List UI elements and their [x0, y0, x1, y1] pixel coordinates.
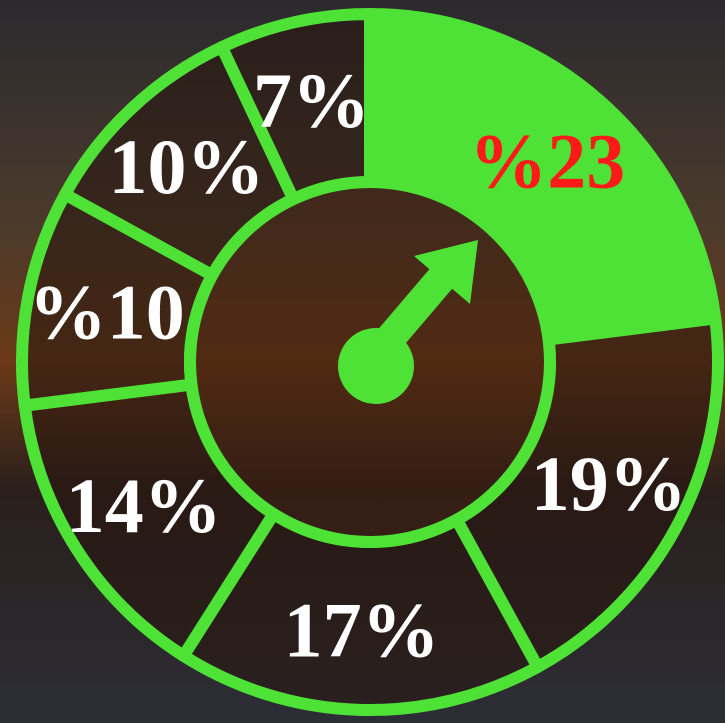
- needle: [338, 240, 478, 404]
- value-label: 17%: [284, 586, 440, 673]
- value-label: 19%: [531, 440, 687, 527]
- labels: %23 19% 17% 14% %10 10%7%: [29, 57, 687, 673]
- value-label: %23: [469, 117, 625, 204]
- value-label: 10%: [109, 123, 265, 210]
- value-label: %10: [29, 268, 185, 355]
- value-label: 14%: [66, 462, 222, 549]
- value-label: 7%: [253, 57, 370, 144]
- donut: [16, 8, 724, 716]
